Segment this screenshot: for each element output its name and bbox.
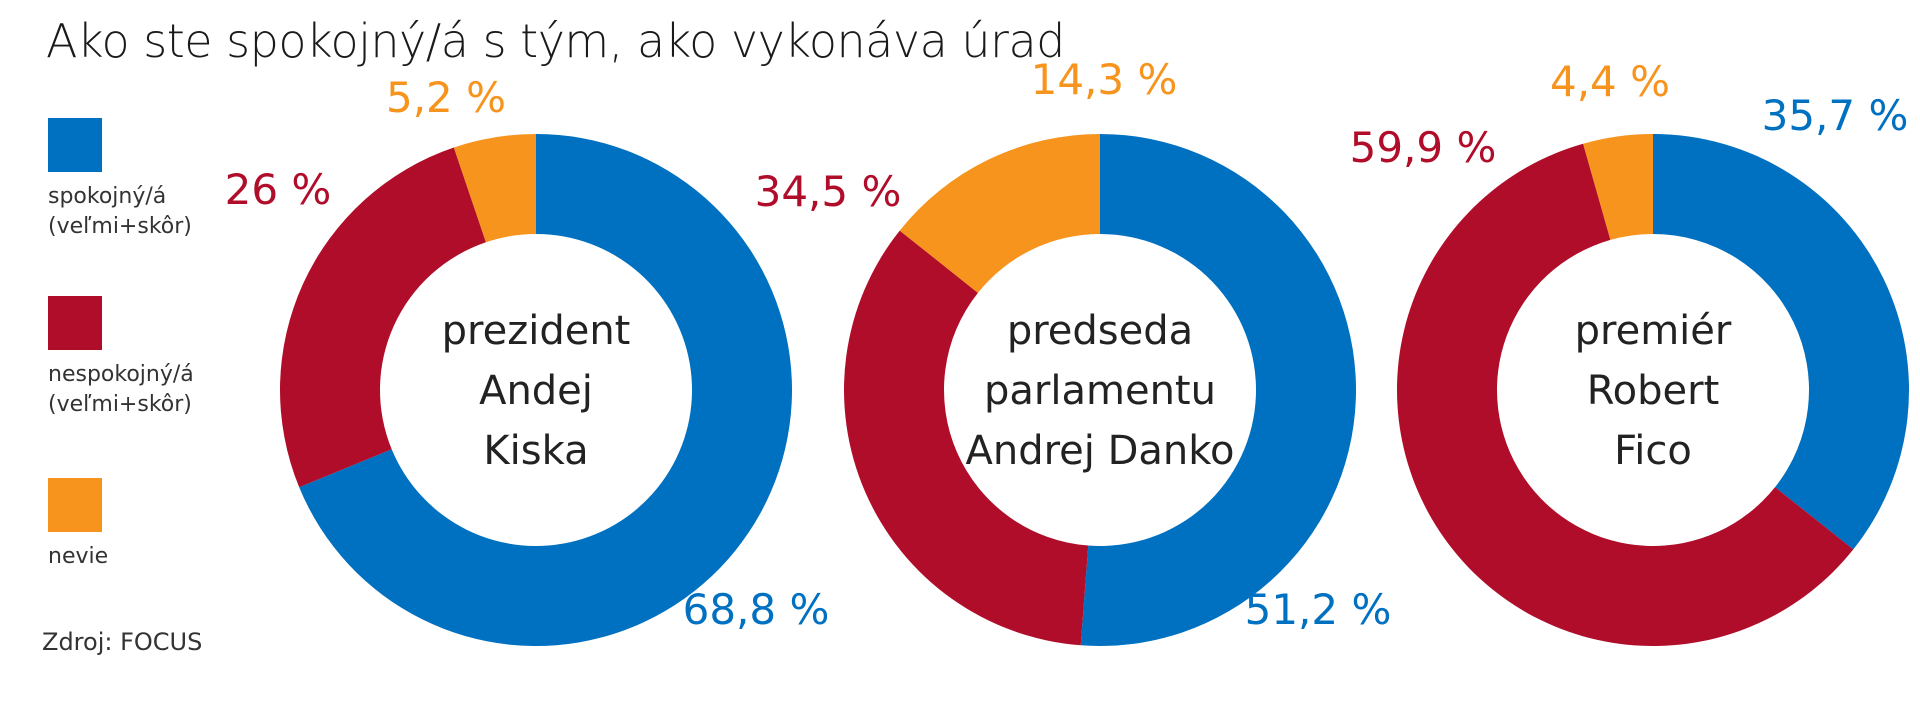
legend-swatch-unknown [48,478,102,532]
center-label-line-1-1: prezident [442,308,631,354]
slice-dissatisfied-3 [1397,143,1854,646]
slice-label-dissatisfied-3: 59,9 % [1350,123,1497,172]
donut-chart-2: 51,2 % 34,5 % 14,3 % predseda parlamentu Andr… [755,55,1392,646]
slice-satisfied-1 [299,134,792,646]
center-label-line-2-2: parlamentu [984,368,1216,414]
slice-unknown-1 [453,134,536,243]
slice-label-dissatisfied-1: 26 % [225,165,332,214]
center-label-line-3-3: Fico [1614,428,1692,474]
legend-label-unknown: nevie [48,544,109,569]
slice-satisfied-2 [1080,134,1356,646]
center-label-line-1-2: Andej [479,368,593,414]
center-label-line-3-1: premiér [1575,308,1732,354]
chart-title: Ako ste spokojný/á s tým, ako vykonáva ú… [46,14,1065,68]
slice-label-satisfied-1: 68,8 % [683,585,830,634]
legend-swatch-satisfied [48,118,102,172]
donut-chart-3: 35,7 % 59,9 % 4,4 % premiér Robert Fico [1350,57,1909,646]
center-label-line-2-3: Andrej Danko [966,428,1235,474]
legend-label-satisfied: spokojný/á (veľmi+skôr) [48,184,192,239]
slice-unknown-3 [1583,134,1653,240]
slice-unknown-2 [899,134,1100,293]
slice-label-satisfied-2: 51,2 % [1245,585,1392,634]
slice-label-dissatisfied-2: 34,5 % [755,167,902,216]
legend-item-unknown: nevie [48,478,108,572]
center-label-line-1-3: Kiska [483,428,588,474]
legend-swatch-dissatisfied [48,296,102,350]
slice-label-unknown-3: 4,4 % [1550,57,1670,106]
slice-label-satisfied-3: 35,7 % [1762,91,1909,140]
slice-label-unknown-2: 14,3 % [1031,55,1178,104]
legend-item-dissatisfied: nespokojný/á (veľmi+skôr) [48,296,194,420]
legend-label-dissatisfied: nespokojný/á (veľmi+skôr) [48,362,194,417]
donut-chart-1: 68,8 % 26 % 5,2 % prezident Andej Kiska [225,73,830,646]
slice-label-unknown-1: 5,2 % [386,73,506,122]
slice-dissatisfied-2 [844,230,1089,646]
source-note: Zdroj: FOCUS [42,628,203,656]
legend-item-satisfied: spokojný/á (veľmi+skôr) [48,118,192,242]
slice-dissatisfied-1 [279,147,486,488]
center-label-line-2-1: predseda [1007,308,1193,354]
slice-satisfied-3 [1653,134,1909,550]
center-label-line-3-2: Robert [1587,368,1720,414]
